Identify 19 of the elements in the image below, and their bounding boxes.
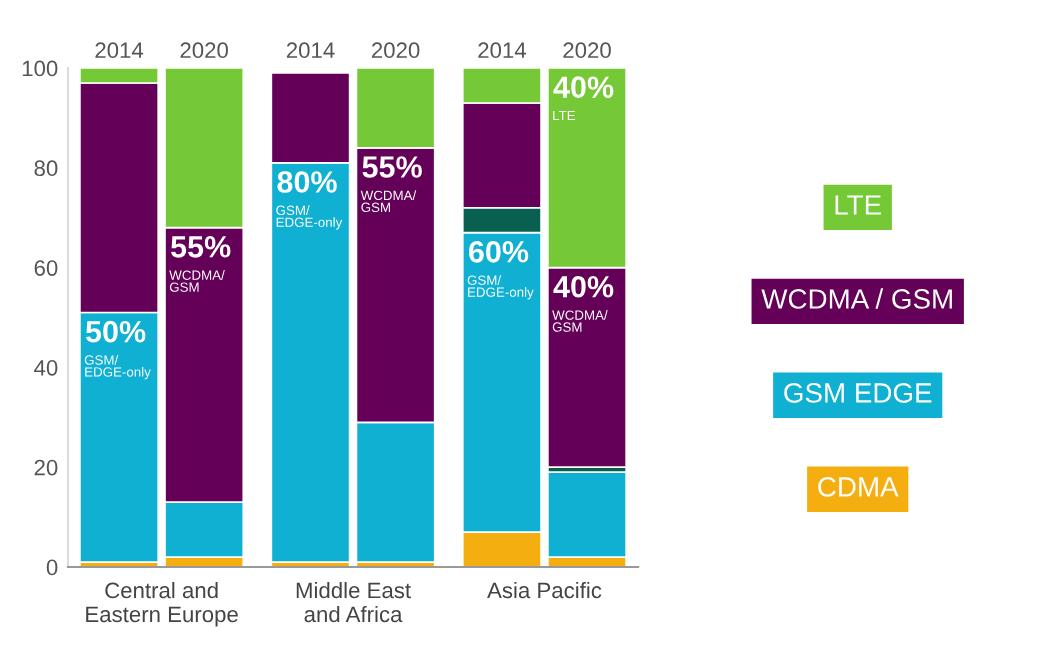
y-tick-label: 80 (34, 160, 58, 177)
x-tick-label: 2014 (478, 42, 526, 59)
text: Central and Eastern Europe (86, 581, 238, 627)
y-tick-label: 60 (34, 260, 58, 276)
text: Middle East and Africa (296, 581, 411, 623)
text: WCDMA / GSM (761, 288, 952, 309)
y-tick-label: 40 (34, 359, 58, 376)
x-tick-label: 2020 (563, 42, 611, 59)
text: CDMA (818, 477, 899, 497)
y-tick-label: 0 (46, 559, 58, 576)
text: Asia Pacific (487, 581, 602, 599)
x-tick-label: 2020 (180, 42, 228, 59)
text: GSM EDGE (784, 383, 932, 403)
y-tick-label: 100 (22, 60, 58, 77)
y-tick-label: 20 (34, 459, 58, 476)
x-tick-label: 2020 (371, 42, 420, 59)
x-tick-label: 2014 (286, 42, 335, 59)
text: LTE (835, 195, 881, 215)
x-tick-label: 2014 (95, 42, 144, 59)
